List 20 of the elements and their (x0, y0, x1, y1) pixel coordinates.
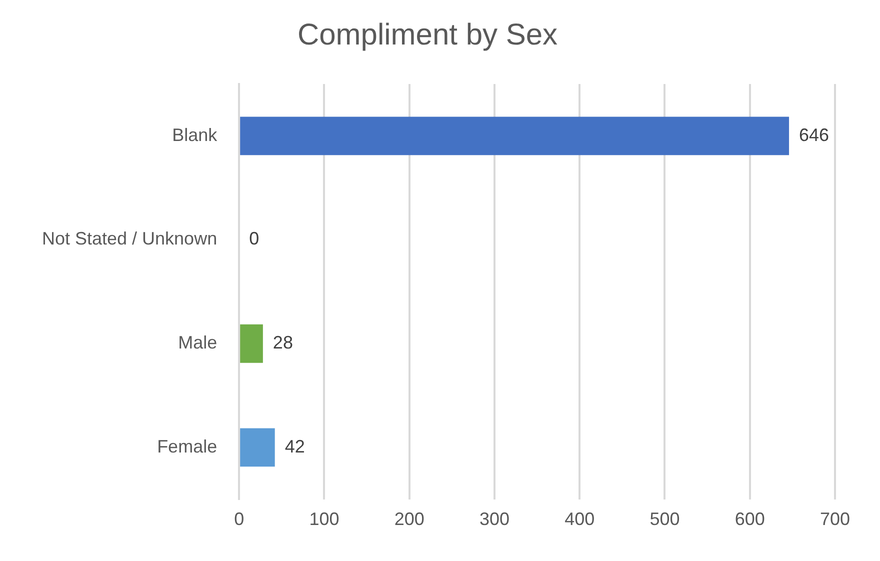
x-tick-label: 400 (564, 509, 595, 530)
data-label: 646 (799, 124, 830, 145)
data-label: 28 (272, 332, 293, 353)
y-tick-label: Not Stated / Unknown (42, 228, 218, 249)
y-tick-label: Female (157, 436, 218, 456)
x-tick-label: 600 (734, 509, 765, 530)
data-label: 0 (249, 228, 260, 249)
x-tick-label: 700 (820, 509, 850, 530)
bar (240, 116, 790, 156)
chart-title: Compliment by Sex (297, 18, 558, 52)
y-tick-label: Male (178, 332, 218, 353)
x-tick-label: 0 (234, 509, 244, 530)
x-tick-label: 100 (309, 509, 340, 530)
bar (240, 324, 263, 363)
x-tick-label: 200 (394, 509, 424, 530)
y-tick-label: Blank (172, 124, 218, 145)
bar (240, 428, 275, 467)
data-label: 42 (284, 436, 305, 456)
x-tick-label: 500 (650, 509, 680, 530)
x-tick-label: 300 (479, 509, 510, 530)
